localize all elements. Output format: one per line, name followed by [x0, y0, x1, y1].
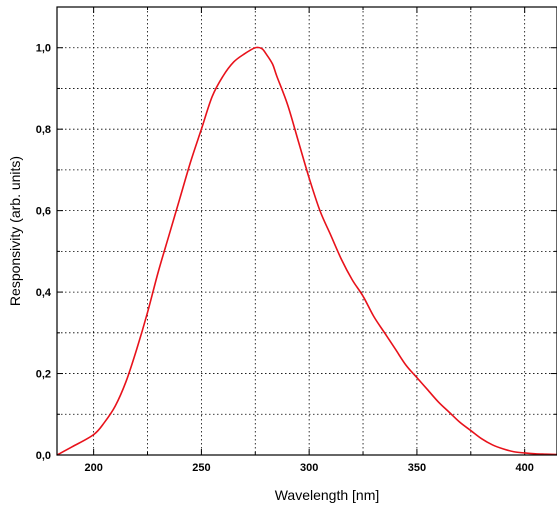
x-tick-label: 200: [84, 462, 102, 474]
y-tick-labels: 0,0 0,2 0,4 0,6 0,8 1,0: [36, 43, 52, 462]
y-tick-label: 0,8: [36, 124, 51, 136]
x-axis-title: Wavelength [nm]: [275, 487, 380, 503]
plot-frame: [56, 6, 557, 456]
grid: [57, 7, 557, 455]
x-tick-labels: 200 250 300 350 400: [84, 462, 533, 474]
x-tick-label: 300: [300, 462, 318, 474]
y-tick-label: 0,0: [36, 450, 51, 462]
axis-ticks: [57, 7, 557, 456]
y-tick-label: 0,6: [36, 206, 51, 218]
series-layer: [56, 46, 557, 456]
y-tick-label: 0,2: [36, 369, 51, 381]
x-tick-label: 250: [192, 462, 210, 474]
y-tick-label: 1,0: [36, 43, 51, 55]
x-tick-label: 350: [408, 462, 426, 474]
responsivity-line: [56, 46, 557, 456]
y-axis-title: Responsivity (arb. units): [7, 156, 23, 306]
x-tick-label: 400: [515, 462, 533, 474]
y-tick-label: 0,4: [36, 287, 52, 299]
